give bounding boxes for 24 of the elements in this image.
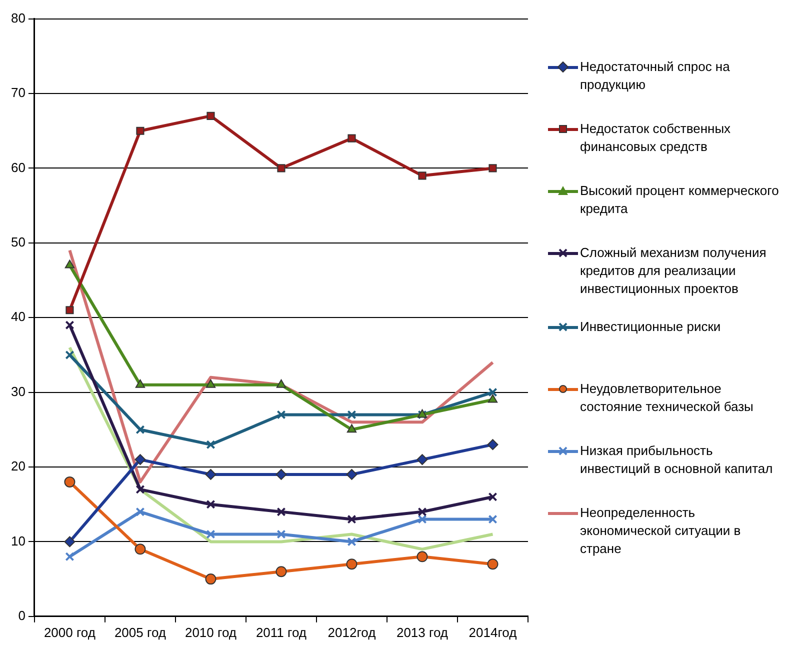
x-tick-label: 2013 год: [396, 624, 448, 640]
x-tick-label: 2005 год: [114, 624, 166, 640]
legend-label: Неудовлетворительное состояние технической базы: [580, 380, 754, 416]
x-tick-label: 2010 год: [184, 624, 237, 640]
x-tick-label: 2014год: [468, 624, 518, 640]
y-tick-label: 40: [10, 309, 26, 324]
y-tick-label: 30: [10, 384, 26, 399]
y-tick-label: 20: [10, 458, 26, 474]
y-tick-label: 10: [10, 533, 26, 548]
y-tick-label: 60: [10, 160, 26, 175]
x-tick-label: 2012год: [328, 624, 376, 640]
legend-label: Инвестиционные риски: [580, 318, 721, 336]
y-tick-label: 50: [10, 234, 26, 250]
legend-label: Недостаток собственных финансовых средств: [580, 120, 732, 156]
legend-label: Недостаточный спрос на продукцию: [580, 58, 731, 94]
y-tick-label: 70: [10, 85, 26, 100]
x-tick-label: 2000 год: [44, 624, 96, 640]
legend-label: Низкая прибыльность инвестиций в основной капитал: [580, 442, 774, 478]
legend-label: Сложный механизм получения кредитов для реализации инвестиционных проектов: [580, 244, 768, 298]
x-tick-label: 2011 год: [256, 624, 307, 640]
y-tick-label: 0: [18, 608, 26, 623]
legend-label: Неопределенность экономической ситуации в стране: [580, 504, 742, 558]
y-tick-label: 80: [10, 10, 26, 26]
legend-label: Высокий процент коммерческого кредита: [580, 182, 780, 218]
